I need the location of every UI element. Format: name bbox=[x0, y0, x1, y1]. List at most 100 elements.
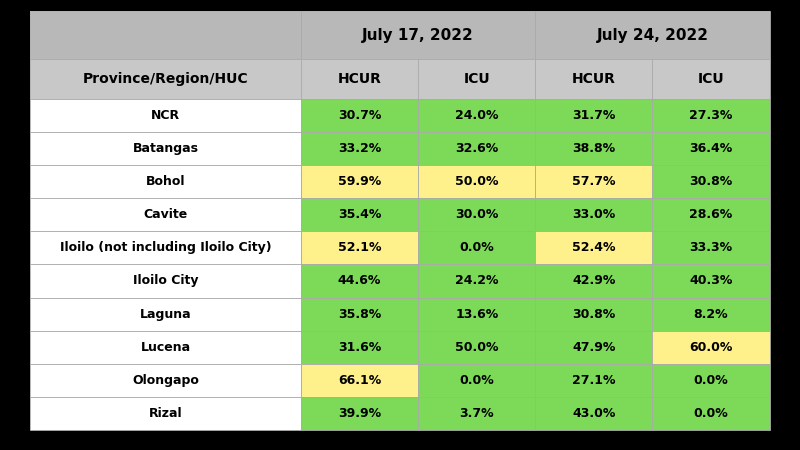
Text: 35.4%: 35.4% bbox=[338, 208, 382, 221]
Bar bbox=[301, 165, 418, 198]
Text: Province/Region/HUC: Province/Region/HUC bbox=[83, 72, 249, 86]
Text: 47.9%: 47.9% bbox=[572, 341, 615, 354]
Text: 35.8%: 35.8% bbox=[338, 307, 382, 320]
Bar bbox=[301, 198, 418, 231]
Text: 8.2%: 8.2% bbox=[694, 307, 728, 320]
Bar bbox=[30, 231, 301, 265]
Text: 0.0%: 0.0% bbox=[459, 374, 494, 387]
Bar bbox=[418, 364, 535, 397]
Text: 3.7%: 3.7% bbox=[459, 407, 494, 420]
Bar bbox=[535, 132, 653, 165]
Bar bbox=[653, 198, 770, 231]
Bar bbox=[418, 165, 535, 198]
Text: NCR: NCR bbox=[151, 109, 180, 122]
Bar bbox=[653, 165, 770, 198]
Text: 33.2%: 33.2% bbox=[338, 142, 382, 155]
Bar bbox=[653, 331, 770, 364]
Text: July 17, 2022: July 17, 2022 bbox=[362, 28, 474, 43]
Text: July 24, 2022: July 24, 2022 bbox=[597, 28, 709, 43]
Text: 44.6%: 44.6% bbox=[338, 274, 382, 288]
Bar bbox=[535, 364, 653, 397]
Bar bbox=[535, 297, 653, 331]
Bar bbox=[653, 397, 770, 430]
Text: 33.0%: 33.0% bbox=[572, 208, 615, 221]
Text: ICU: ICU bbox=[463, 72, 490, 86]
Text: 40.3%: 40.3% bbox=[690, 274, 733, 288]
Bar bbox=[30, 132, 301, 165]
Text: 32.6%: 32.6% bbox=[455, 142, 498, 155]
Bar bbox=[301, 331, 418, 364]
Bar bbox=[653, 132, 770, 165]
Text: 24.0%: 24.0% bbox=[455, 109, 498, 122]
Text: 30.0%: 30.0% bbox=[455, 208, 498, 221]
Bar bbox=[30, 11, 301, 59]
Bar bbox=[301, 397, 418, 430]
Bar bbox=[535, 397, 653, 430]
Text: Cavite: Cavite bbox=[143, 208, 188, 221]
Bar bbox=[653, 265, 770, 297]
Text: 60.0%: 60.0% bbox=[690, 341, 733, 354]
Bar bbox=[30, 165, 301, 198]
Bar bbox=[535, 59, 653, 99]
Bar bbox=[418, 265, 535, 297]
Text: Lucena: Lucena bbox=[141, 341, 190, 354]
Bar bbox=[418, 397, 535, 430]
Text: 42.9%: 42.9% bbox=[572, 274, 615, 288]
Text: 66.1%: 66.1% bbox=[338, 374, 382, 387]
Bar bbox=[30, 99, 301, 132]
Bar bbox=[301, 132, 418, 165]
Text: 30.8%: 30.8% bbox=[572, 307, 615, 320]
Bar bbox=[30, 331, 301, 364]
Bar bbox=[653, 231, 770, 265]
Bar bbox=[653, 99, 770, 132]
Bar bbox=[30, 397, 301, 430]
Bar bbox=[653, 364, 770, 397]
Text: 33.3%: 33.3% bbox=[690, 241, 733, 254]
Text: ICU: ICU bbox=[698, 72, 724, 86]
Bar bbox=[301, 99, 418, 132]
Text: 24.2%: 24.2% bbox=[455, 274, 498, 288]
Text: 27.3%: 27.3% bbox=[690, 109, 733, 122]
Text: Bohol: Bohol bbox=[146, 176, 186, 188]
Text: 59.9%: 59.9% bbox=[338, 176, 382, 188]
Bar bbox=[535, 231, 653, 265]
Text: 30.7%: 30.7% bbox=[338, 109, 382, 122]
Text: Batangas: Batangas bbox=[133, 142, 198, 155]
Text: 50.0%: 50.0% bbox=[455, 176, 498, 188]
Bar bbox=[30, 198, 301, 231]
Text: 38.8%: 38.8% bbox=[572, 142, 615, 155]
Text: 52.4%: 52.4% bbox=[572, 241, 616, 254]
Bar bbox=[418, 297, 535, 331]
Text: 30.8%: 30.8% bbox=[690, 176, 733, 188]
Bar bbox=[418, 231, 535, 265]
Text: Iloilo (not including Iloilo City): Iloilo (not including Iloilo City) bbox=[60, 241, 271, 254]
Bar bbox=[653, 297, 770, 331]
Bar bbox=[418, 331, 535, 364]
Bar bbox=[301, 59, 418, 99]
Bar bbox=[535, 198, 653, 231]
Text: Rizal: Rizal bbox=[149, 407, 182, 420]
Bar bbox=[301, 231, 418, 265]
Bar bbox=[535, 331, 653, 364]
Bar bbox=[535, 99, 653, 132]
Bar bbox=[301, 265, 418, 297]
Bar bbox=[418, 59, 535, 99]
Bar bbox=[30, 364, 301, 397]
Bar bbox=[301, 364, 418, 397]
Bar bbox=[418, 198, 535, 231]
Bar bbox=[418, 99, 535, 132]
Text: Olongapo: Olongapo bbox=[132, 374, 199, 387]
Text: Laguna: Laguna bbox=[140, 307, 191, 320]
Bar bbox=[301, 297, 418, 331]
Text: 28.6%: 28.6% bbox=[690, 208, 733, 221]
Text: 31.6%: 31.6% bbox=[338, 341, 382, 354]
Text: 43.0%: 43.0% bbox=[572, 407, 615, 420]
Bar bbox=[535, 165, 653, 198]
Text: 0.0%: 0.0% bbox=[694, 374, 729, 387]
Bar bbox=[30, 265, 301, 297]
Bar bbox=[30, 297, 301, 331]
Text: 27.1%: 27.1% bbox=[572, 374, 616, 387]
Text: Iloilo City: Iloilo City bbox=[133, 274, 198, 288]
Text: 36.4%: 36.4% bbox=[690, 142, 733, 155]
Text: 13.6%: 13.6% bbox=[455, 307, 498, 320]
